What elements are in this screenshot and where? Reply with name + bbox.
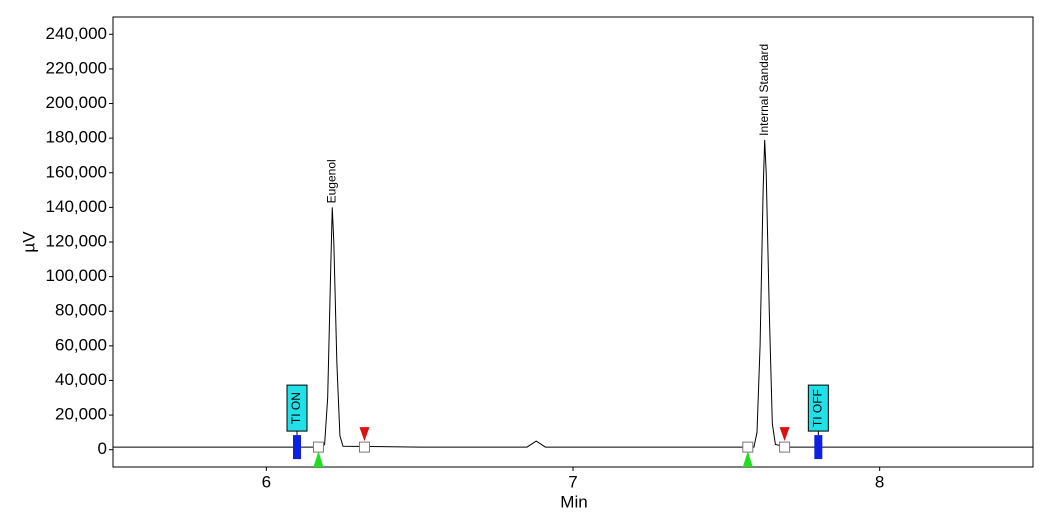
event-label: TI OFF <box>811 389 825 427</box>
y-tick-label: 80,000 <box>55 301 107 320</box>
peak-end-marker <box>779 441 791 453</box>
y-tick-label: 180,000 <box>46 128 107 147</box>
event-marker <box>814 435 823 460</box>
x-tick-label: 8 <box>875 472 884 491</box>
y-tick-label: 60,000 <box>55 335 107 354</box>
y-tick-label: 20,000 <box>55 405 107 424</box>
y-tick-label: 160,000 <box>46 162 107 181</box>
y-axis-label: µV <box>19 231 38 253</box>
plot-area <box>113 139 1033 448</box>
event-label-box <box>807 384 829 432</box>
y-tick-label: 40,000 <box>55 370 107 389</box>
y-tick-label: 240,000 <box>46 24 107 43</box>
peak-start-marker <box>312 441 324 453</box>
x-tick-label: 6 <box>262 472 271 491</box>
y-tick-label: 120,000 <box>46 231 107 250</box>
y-tick-label: 200,000 <box>46 93 107 112</box>
y-tick-label: 0 <box>98 439 107 458</box>
y-tick-label: 140,000 <box>46 197 107 216</box>
peak-label: Eugenol <box>324 159 338 203</box>
x-axis-label: Min <box>560 492 587 511</box>
peak-start-triangle <box>313 451 324 467</box>
peak-end-triangle <box>359 427 370 442</box>
event-marker <box>293 435 301 460</box>
peak-end-marker <box>358 441 370 453</box>
event-label-box <box>286 384 308 432</box>
y-tick-label: 100,000 <box>46 266 107 285</box>
event-label: TI ON <box>289 392 303 424</box>
chromatogram-trace <box>113 139 1033 448</box>
x-tick-label: 7 <box>568 472 577 491</box>
y-tick-label: 220,000 <box>46 58 107 77</box>
peak-label: Internal Standard <box>757 44 771 136</box>
peak-start-triangle <box>742 451 753 467</box>
plot-frame <box>112 16 1034 468</box>
peak-end-triangle <box>779 427 790 442</box>
peak-start-marker <box>742 441 754 453</box>
